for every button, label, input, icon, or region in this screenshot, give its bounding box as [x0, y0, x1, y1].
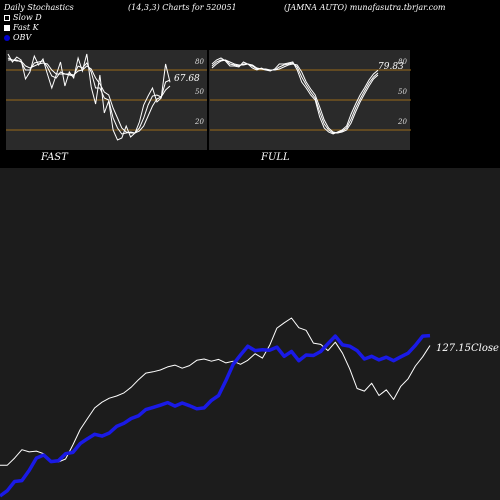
legend-label-fast-k: Fast K [13, 23, 39, 32]
fast-level-label-50: 50 [195, 88, 204, 96]
full-panel-title: FULL [261, 152, 290, 163]
close-value-label: 127.15Close [436, 343, 499, 354]
fast-level-label-80: 80 [195, 58, 204, 66]
header-chart-id: (14,3,3) Charts for 520051 [128, 3, 237, 12]
legend-label-slow-d: Slow D [13, 13, 42, 22]
full-level-label-50: 50 [398, 88, 407, 96]
fast-series-line-0 [7, 53, 171, 141]
header-title: Daily Stochastics [4, 3, 74, 12]
close-price-line [0, 317, 431, 466]
legend-item-obv: OBV [4, 33, 31, 42]
fast-level-label-20: 20 [195, 118, 204, 126]
close-suffix: Close [471, 343, 499, 354]
legend-item-slow-d: Slow D [4, 13, 42, 22]
fast-panel-title: FAST [41, 152, 68, 163]
legend-item-fast-k: Fast K [4, 23, 39, 32]
close-value: 127.15 [436, 343, 471, 354]
legend-swatch-slow-d [4, 14, 10, 21]
legend-swatch-fast-k [4, 24, 10, 31]
full-level-label-80: 80 [398, 58, 407, 66]
full-level-label-20: 20 [398, 118, 407, 126]
header-source: (JAMNA AUTO) munafasutra.tbrjar.com [284, 3, 446, 12]
legend-label-obv: OBV [13, 33, 32, 42]
full-series-line-2 [211, 59, 379, 134]
legend-swatch-obv [4, 34, 10, 41]
fast-series-line-2 [8, 59, 171, 134]
full-series-line-1 [211, 59, 379, 134]
full-series-line-0 [211, 57, 379, 135]
full-current-value: 79.83 [378, 62, 404, 72]
fast-current-value: 67.68 [174, 74, 200, 84]
price-panel-background [0, 168, 500, 500]
obv-line [0, 333, 431, 498]
